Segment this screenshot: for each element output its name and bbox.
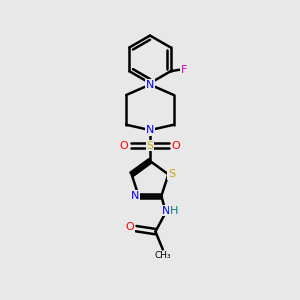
Text: H: H bbox=[170, 206, 178, 216]
Text: N: N bbox=[146, 80, 154, 90]
Text: N: N bbox=[162, 206, 170, 216]
Text: O: O bbox=[172, 140, 180, 151]
Text: F: F bbox=[182, 65, 188, 75]
Text: O: O bbox=[120, 140, 128, 151]
Text: S: S bbox=[146, 140, 154, 151]
Text: CH₃: CH₃ bbox=[154, 251, 171, 260]
Text: N: N bbox=[146, 125, 154, 135]
Text: O: O bbox=[126, 222, 134, 232]
Text: S: S bbox=[168, 169, 175, 179]
Text: N: N bbox=[131, 191, 139, 201]
